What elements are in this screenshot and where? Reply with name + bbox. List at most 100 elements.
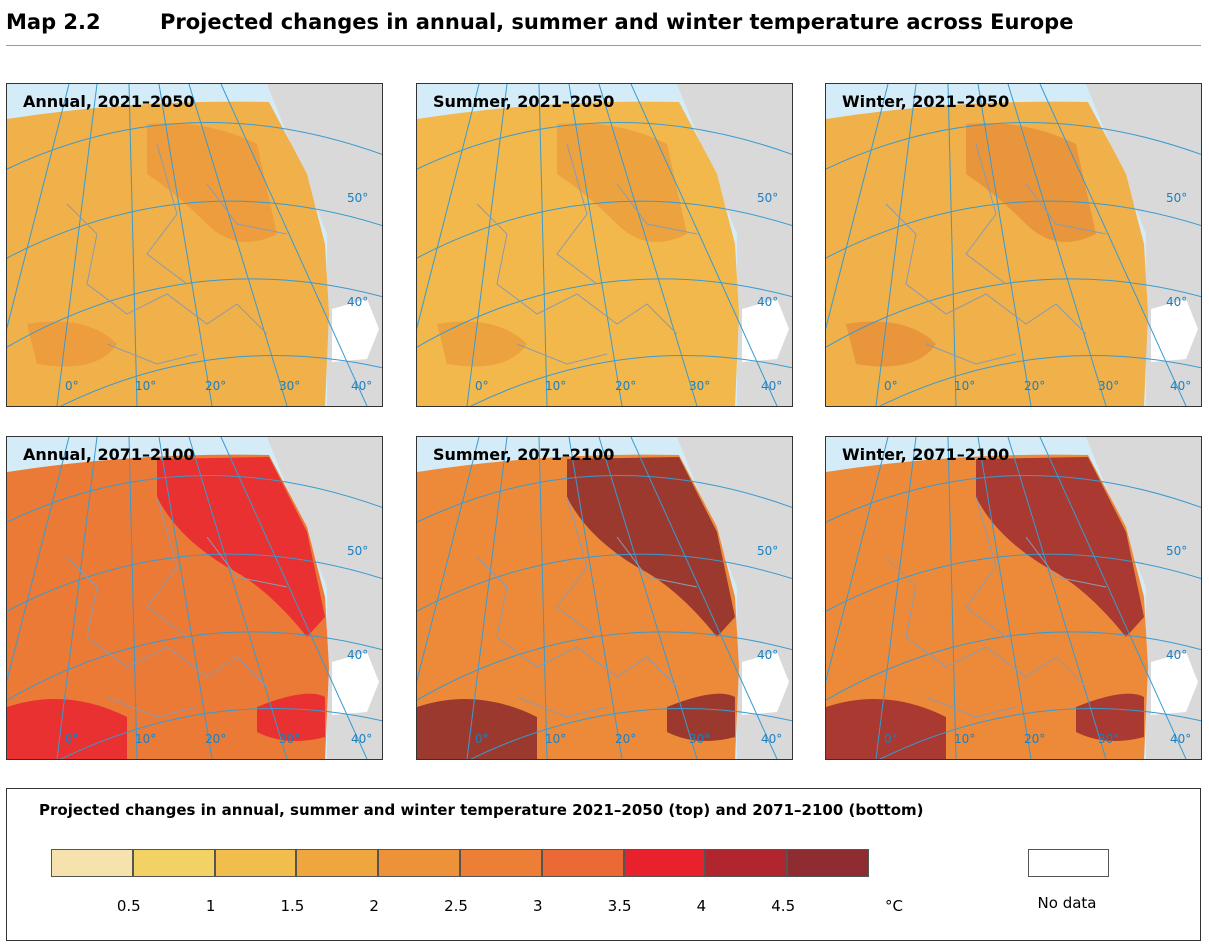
longitude-label: 10°: [135, 379, 156, 393]
latitude-label: 40°: [757, 295, 778, 309]
title-rule: [6, 45, 1201, 46]
longitude-label: 0°: [65, 732, 79, 746]
parallel: [59, 355, 382, 406]
meridian: [7, 437, 70, 683]
longitude-label: 10°: [545, 732, 566, 746]
longitude-label: 20°: [205, 732, 226, 746]
page-title: Projected changes in annual, summer and …: [160, 10, 1074, 34]
map-panel: 50° 40° 0° 10° 20° 30° 40° Winter, 2021–2050: [825, 83, 1202, 407]
meridian: [826, 437, 889, 683]
parallel: [7, 121, 382, 170]
meridian: [598, 437, 698, 759]
longitude-label: 20°: [1024, 732, 1045, 746]
longitude-label: 30°: [689, 379, 710, 393]
legend-swatch: [787, 849, 869, 877]
longitude-label: 40°: [351, 732, 372, 746]
legend-swatch: [460, 849, 542, 877]
longitude-label: 40°: [1170, 732, 1191, 746]
meridian: [875, 84, 917, 406]
latitude-label: 40°: [347, 648, 368, 662]
parallel: [878, 355, 1201, 406]
meridian: [466, 437, 508, 759]
no-data: [742, 299, 789, 362]
meridian: [220, 437, 368, 759]
meridian: [568, 84, 623, 406]
map-panel: 50° 40° 0° 10° 20° 30° 40° Annual, 2071–2100: [6, 436, 383, 760]
longitude-label: 10°: [954, 732, 975, 746]
no-data: [1151, 652, 1198, 715]
warm-zone: [7, 457, 325, 759]
parallel: [7, 474, 382, 523]
meridian: [630, 437, 778, 759]
parallel: [7, 553, 382, 612]
panel-title: Annual, 2021–2050: [23, 92, 195, 111]
parallel: [417, 200, 792, 259]
panel-title: Summer, 2021–2050: [433, 92, 615, 111]
map-panel: 50° 40° 0° 10° 20° 30° 40° Annual, 2021–2050: [6, 83, 383, 407]
meridian: [56, 437, 98, 759]
map: 50° 40° 0° 10° 20° 30° 40°: [417, 84, 792, 406]
meridian: [1039, 84, 1187, 406]
panel-title: Winter, 2021–2050: [842, 92, 1010, 111]
meridian: [1007, 84, 1107, 406]
borders: [66, 143, 288, 365]
legend-swatch: [705, 849, 788, 877]
map: 50° 40° 0° 10° 20° 30° 40°: [826, 437, 1201, 759]
map: 50° 40° 0° 10° 20° 30° 40°: [826, 84, 1201, 406]
parallel: [7, 200, 382, 259]
meridian: [1039, 437, 1187, 759]
panel-title: Summer, 2071–2100: [433, 445, 615, 464]
parallel: [826, 474, 1201, 523]
longitude-label: 0°: [475, 732, 489, 746]
longitude-label: 30°: [1098, 379, 1119, 393]
meridian: [875, 437, 917, 759]
map-number: Map 2.2: [6, 10, 101, 34]
longitude-label: 10°: [954, 379, 975, 393]
longitude-label: 20°: [1024, 379, 1045, 393]
borders: [885, 143, 1107, 365]
longitude-label: 30°: [1098, 732, 1119, 746]
parallel: [469, 708, 792, 759]
meridian: [826, 84, 889, 330]
longitude-label: 40°: [761, 732, 782, 746]
meridian: [128, 84, 138, 406]
latitude-label: 50°: [347, 191, 368, 205]
no-data: [332, 299, 379, 362]
panel-title: Winter, 2071–2100: [842, 445, 1010, 464]
longitude-label: 0°: [475, 379, 489, 393]
parallel: [469, 355, 792, 406]
no-data-swatch: [1028, 849, 1109, 877]
longitude-label: 0°: [884, 732, 898, 746]
legend-label: 2.5: [444, 897, 468, 915]
parallel: [417, 553, 792, 612]
meridian: [947, 437, 957, 759]
longitude-label: 0°: [65, 379, 79, 393]
map-panel: 50° 40° 0° 10° 20° 30° 40° Summer, 2071–2100: [416, 436, 793, 760]
no-data: [1151, 299, 1198, 362]
longitude-label: 20°: [615, 379, 636, 393]
meridian: [128, 437, 138, 759]
longitude-label: 10°: [545, 379, 566, 393]
meridian: [188, 437, 288, 759]
meridian: [56, 84, 98, 406]
meridian: [417, 437, 480, 683]
legend: Projected changes in annual, summer and …: [6, 788, 1201, 941]
meridian: [947, 84, 957, 406]
no-data: [742, 652, 789, 715]
map-panel: 50° 40° 0° 10° 20° 30° 40° Winter, 2071–2100: [825, 436, 1202, 760]
legend-swatch: [296, 849, 379, 877]
meridian: [598, 84, 698, 406]
latitude-label: 50°: [1166, 191, 1187, 205]
meridian: [158, 437, 213, 759]
legend-label: 3: [533, 897, 543, 915]
map: 50° 40° 0° 10° 20° 30° 40°: [7, 437, 382, 759]
map: 50° 40° 0° 10° 20° 30° 40°: [417, 437, 792, 759]
legend-swatch: [378, 849, 460, 877]
legend-label: 1.5: [280, 897, 305, 915]
longitude-label: 20°: [615, 732, 636, 746]
legend-label: 1: [205, 897, 216, 915]
legend-swatch: [623, 849, 706, 877]
parallel: [417, 121, 792, 170]
longitude-label: 20°: [205, 379, 226, 393]
meridian: [568, 437, 623, 759]
